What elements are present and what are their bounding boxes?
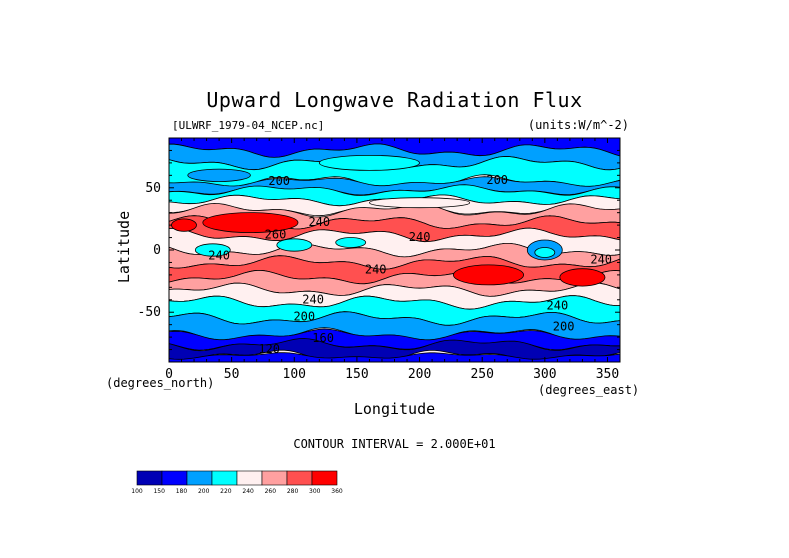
contour-region xyxy=(276,238,313,252)
colorbar-cell xyxy=(136,470,163,486)
contour-label: 200 xyxy=(553,320,575,334)
contour-label: 240 xyxy=(308,215,330,229)
contour-label: 240 xyxy=(208,249,230,263)
colorbar-label: 240 xyxy=(242,488,254,495)
x-tick-label: 150 xyxy=(345,367,368,382)
contour-label: 240 xyxy=(547,299,569,313)
axes: 0 50 100 150 200 250 300 350 -50 0 50 xyxy=(138,138,620,382)
contour-label: 200 xyxy=(293,310,315,324)
colorbar-cell xyxy=(286,470,313,486)
x-tick-label: 0 xyxy=(165,367,173,382)
contour-label: 200 xyxy=(486,173,508,187)
contour-label: 240 xyxy=(409,230,431,244)
colorbar-label: 280 xyxy=(287,488,299,495)
contour-region xyxy=(369,197,471,209)
contour-region xyxy=(452,264,524,286)
contour-band xyxy=(169,311,620,342)
colorbar-cell xyxy=(261,470,288,486)
contour-region xyxy=(534,247,556,258)
file-label: [ULWRF_1979-04_NCEP.nc] xyxy=(172,119,325,132)
colorbar-cell xyxy=(236,470,263,486)
colorbar-cell xyxy=(211,470,238,486)
contour-label: 240 xyxy=(590,253,612,267)
colorbar-cell xyxy=(161,470,188,486)
contour-label: 260 xyxy=(265,228,287,242)
contour-region xyxy=(187,168,251,182)
y-axis-units: (degrees_north) xyxy=(106,376,215,390)
x-tick-label: 200 xyxy=(408,367,431,382)
colorbar-label: 100 xyxy=(131,488,143,495)
colorbar-label: 180 xyxy=(176,488,188,495)
chart-title: Upward Longwave Radiation Flux xyxy=(206,88,583,112)
contour-label: 200 xyxy=(268,174,290,188)
contour-label: 120 xyxy=(258,342,280,356)
x-tick-label: 300 xyxy=(533,367,556,382)
colorbar-label: 260 xyxy=(265,488,277,495)
x-tick-label: 100 xyxy=(283,367,306,382)
contour-region xyxy=(318,154,420,171)
contour-region xyxy=(335,237,367,248)
y-tick-label: 0 xyxy=(153,243,161,258)
contour-label: 240 xyxy=(365,262,387,276)
colorbar-label: 300 xyxy=(309,488,321,495)
contour-region xyxy=(202,212,299,234)
units-label: (units:W/m^-2) xyxy=(527,118,629,132)
colorbar-label: 360 xyxy=(331,488,343,495)
contour-label: 160 xyxy=(312,331,334,345)
y-tick-label: 50 xyxy=(145,181,161,196)
contour-label: 240 xyxy=(302,292,324,306)
x-tick-label: 250 xyxy=(470,367,493,382)
colorbar-cell xyxy=(186,470,213,486)
contour-region xyxy=(171,218,197,232)
colorbar: 100 150 180 200 220 240 260 280 300 360 xyxy=(131,470,343,495)
x-axis-units: (degrees_east) xyxy=(538,383,640,397)
y-tick-label: -50 xyxy=(138,305,161,320)
colorbar-label: 150 xyxy=(153,488,165,495)
x-tick-label: 350 xyxy=(596,367,619,382)
x-tick-label: 50 xyxy=(224,367,240,382)
colorbar-label: 200 xyxy=(198,488,210,495)
colorbar-label: 220 xyxy=(220,488,232,495)
colorbar-cell xyxy=(311,470,338,486)
y-axis-label: Latitude xyxy=(115,210,134,284)
contour-region xyxy=(194,243,231,257)
contour-region xyxy=(559,268,606,287)
x-axis-label: Longitude xyxy=(353,400,436,418)
contour-interval: CONTOUR INTERVAL = 2.000E+01 xyxy=(293,437,496,451)
contour-labels: 200 200 240 260 240 240 240 240 240 240 200 200 160 1… xyxy=(208,173,612,356)
